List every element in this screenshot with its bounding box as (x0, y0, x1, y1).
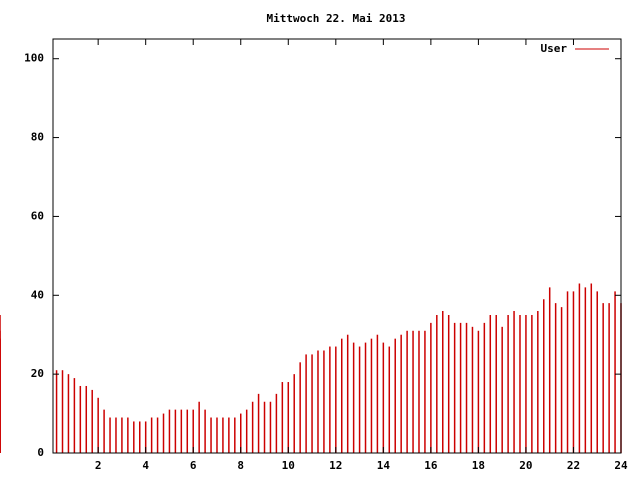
x-tick-label: 20 (519, 459, 532, 472)
x-tick-label: 18 (472, 459, 485, 472)
y-tick-label: 80 (31, 131, 44, 144)
y-tick-label: 40 (31, 288, 44, 301)
chart-title: Mittwoch 22. Mai 2013 (266, 12, 405, 25)
plot-border (52, 38, 622, 454)
y-tick-label: 60 (31, 209, 44, 222)
x-tick-label: 8 (237, 459, 244, 472)
x-tick-label: 22 (567, 459, 580, 472)
x-tick-label: 12 (329, 459, 342, 472)
x-tick-label: 6 (190, 459, 197, 472)
y-tick-label: 100 (24, 52, 44, 65)
x-tick-label: 14 (377, 459, 391, 472)
x-tick-label: 4 (142, 459, 149, 472)
x-tick-label: 10 (282, 459, 295, 472)
x-tick-label: 24 (614, 459, 628, 472)
legend-label: User (541, 42, 568, 55)
x-tick-label: 16 (424, 459, 438, 472)
y-tick-label: 20 (31, 367, 44, 380)
y-tick-label: 0 (37, 446, 44, 459)
x-tick-label: 2 (95, 459, 102, 472)
